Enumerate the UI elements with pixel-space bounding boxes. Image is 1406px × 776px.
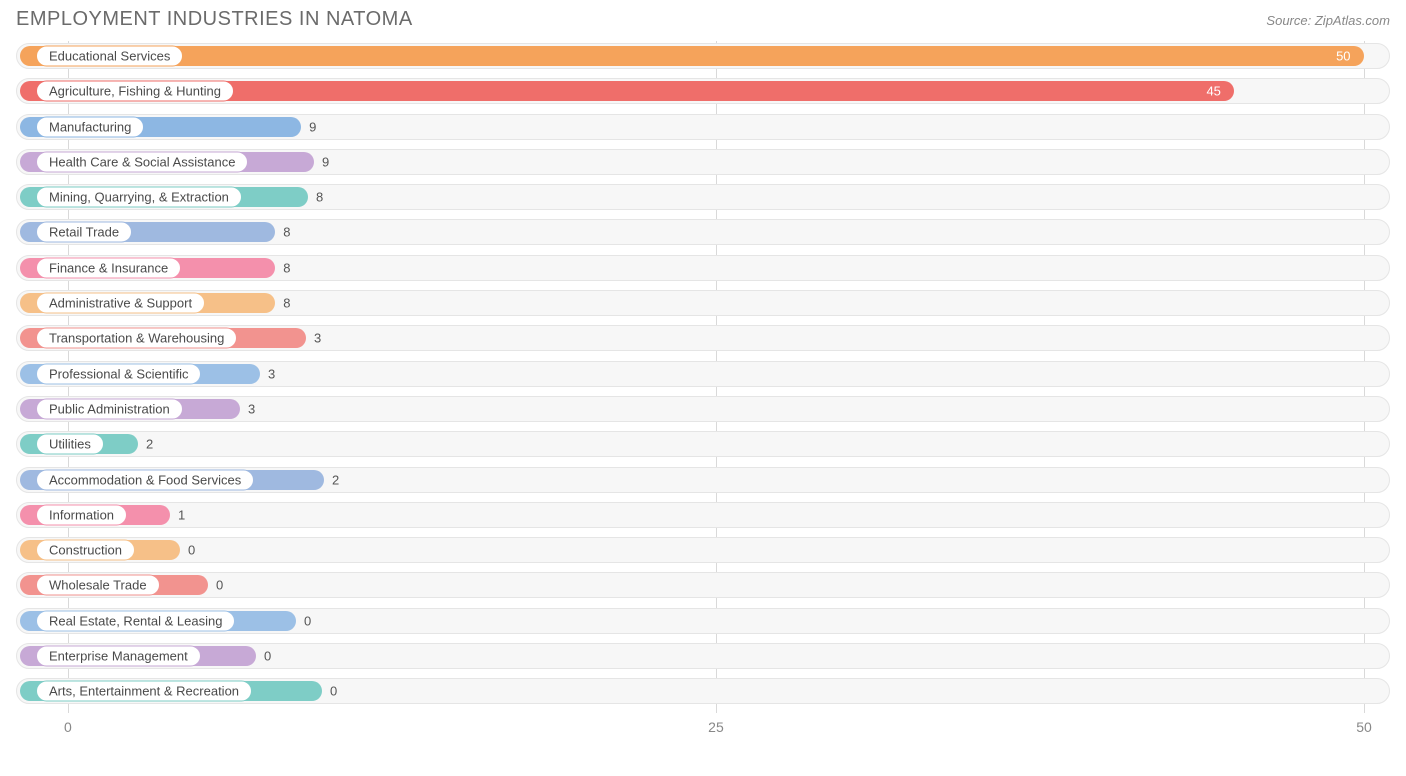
bar-row: Retail Trade 8: [16, 217, 1390, 247]
bar-value: 3: [248, 401, 255, 416]
bar-value: 3: [268, 366, 275, 381]
bar-label: Mining, Quarrying, & Extraction: [36, 187, 242, 208]
bar-label: Professional & Scientific: [36, 363, 201, 384]
bar-row: Transportation & Warehousing 3: [16, 323, 1390, 353]
bar-label: Real Estate, Rental & Leasing: [36, 610, 235, 631]
chart-source: Source: ZipAtlas.com: [1266, 13, 1390, 28]
bar-label: Agriculture, Fishing & Hunting: [36, 81, 234, 102]
chart-plot: Educational Services 50 Agriculture, Fishi…: [16, 41, 1390, 743]
bar-label: Accommodation & Food Services: [36, 469, 254, 490]
bar-label: Educational Services: [36, 46, 183, 67]
bar-value: 45: [1206, 84, 1220, 99]
bar-value: 3: [314, 331, 321, 346]
bar-row: Real Estate, Rental & Leasing 0: [16, 606, 1390, 636]
x-axis: 0 25 50: [16, 713, 1390, 743]
bar-row: Finance & Insurance 8: [16, 253, 1390, 283]
bar-row: Enterprise Management 0: [16, 641, 1390, 671]
bar-fill: [20, 46, 1364, 66]
bar-value: 0: [304, 613, 311, 628]
bar-row: Mining, Quarrying, & Extraction 8: [16, 182, 1390, 212]
bar-row: Health Care & Social Assistance 9: [16, 147, 1390, 177]
bar-row: Public Administration 3: [16, 394, 1390, 424]
bar-row: Information 1: [16, 500, 1390, 530]
chart-header: EMPLOYMENT INDUSTRIES IN NATOMA Source: …: [0, 0, 1406, 35]
bar-row: Professional & Scientific 3: [16, 359, 1390, 389]
bar-value: 9: [322, 154, 329, 169]
x-tick: 50: [1356, 719, 1372, 735]
bar-label: Information: [36, 504, 127, 525]
bars-container: Educational Services 50 Agriculture, Fishi…: [16, 41, 1390, 706]
bar-value: 0: [330, 684, 337, 699]
bar-value: 0: [264, 649, 271, 664]
bar-value: 8: [283, 225, 290, 240]
source-name: ZipAtlas.com: [1315, 13, 1390, 28]
bar-label: Wholesale Trade: [36, 575, 160, 596]
x-tick: 25: [708, 719, 724, 735]
bar-value: 9: [309, 119, 316, 134]
bar-value: 2: [332, 472, 339, 487]
bar-value: 1: [178, 507, 185, 522]
bar-label: Utilities: [36, 434, 104, 455]
bar-label: Administrative & Support: [36, 293, 205, 314]
bar-value: 8: [316, 190, 323, 205]
bar-value: 0: [188, 543, 195, 558]
bar-row: Administrative & Support 8: [16, 288, 1390, 318]
bar-label: Construction: [36, 540, 135, 561]
bar-label: Finance & Insurance: [36, 257, 181, 278]
bar-value: 50: [1336, 49, 1350, 64]
chart-area: Educational Services 50 Agriculture, Fishi…: [0, 35, 1406, 743]
bar-row: Arts, Entertainment & Recreation 0: [16, 676, 1390, 706]
bar-row: Accommodation & Food Services 2: [16, 465, 1390, 495]
bar-label: Enterprise Management: [36, 646, 201, 667]
bar-value: 2: [146, 437, 153, 452]
bar-label: Health Care & Social Assistance: [36, 151, 248, 172]
source-label: Source:: [1266, 13, 1311, 28]
bar-track: [16, 431, 1390, 457]
bar-label: Manufacturing: [36, 116, 144, 137]
bar-row: Utilities 2: [16, 429, 1390, 459]
bar-label: Arts, Entertainment & Recreation: [36, 681, 252, 702]
chart-title: EMPLOYMENT INDUSTRIES IN NATOMA: [16, 8, 413, 31]
bar-row: Construction 0: [16, 535, 1390, 565]
bar-track: [16, 537, 1390, 563]
bar-label: Public Administration: [36, 398, 183, 419]
bar-value: 0: [216, 578, 223, 593]
bar-label: Retail Trade: [36, 222, 132, 243]
bar-track: [16, 502, 1390, 528]
bar-row: Wholesale Trade 0: [16, 570, 1390, 600]
bar-value: 8: [283, 260, 290, 275]
bar-value: 8: [283, 296, 290, 311]
bar-row: Agriculture, Fishing & Hunting 45: [16, 76, 1390, 106]
bar-row: Educational Services 50: [16, 41, 1390, 71]
bar-label: Transportation & Warehousing: [36, 328, 237, 349]
x-tick: 0: [64, 719, 72, 735]
bar-row: Manufacturing 9: [16, 112, 1390, 142]
